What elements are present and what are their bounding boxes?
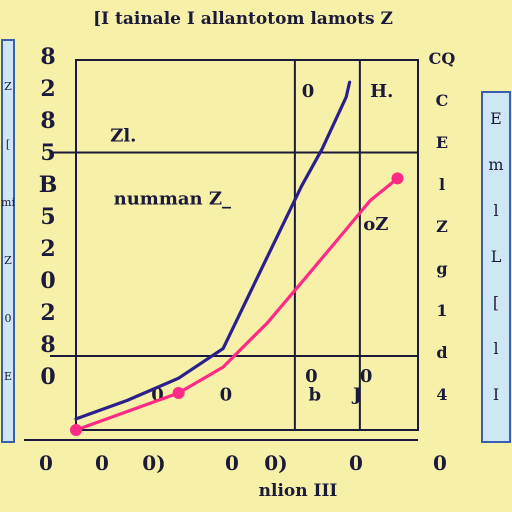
x-tick-label: 0 [39,451,53,475]
plot-frame [75,59,419,431]
annotation-label: H. [370,81,393,102]
left-panel-word: E [4,370,12,383]
y-tick-label: 2 [40,300,55,326]
x-tick-label: 0) [142,451,165,475]
annotation-label: 0 [302,81,315,102]
y-tick-label: 2 [40,76,55,102]
right-panel-word: l [493,201,498,220]
y-tick-label: 0 [40,268,55,294]
annotation-label: 0 [305,366,318,387]
y-tick-label: 2 [40,236,55,262]
right-panel-word: L [491,247,502,266]
right-panel-word: m [488,155,503,174]
annotation-label: numman Z_ [114,188,231,209]
left-panel-word: mi [1,196,15,209]
annotation-label: Zl. [110,125,136,146]
right-panel-word: E [490,109,502,128]
y-tick-label: 8 [40,44,55,70]
left-panel [1,39,15,443]
chart-title: [I tainale I allantotom lamots Z [93,9,393,29]
right-axis-label: 1 [436,301,447,320]
right-axis-label: E [436,133,448,152]
x-tick-label: 0) [264,451,287,475]
series-2-point [172,387,185,399]
left-panel-word: 0 [5,312,12,325]
x-tick-label: 0 [95,451,109,475]
annotation-label: J [351,384,362,405]
series-2-point [70,424,82,436]
series-2-point [391,172,404,185]
x-tick-label: 0 [225,451,239,475]
x-tick-label: 0 [433,451,447,475]
y-tick-label: 5 [40,140,55,166]
y-tick-label: 8 [40,332,55,358]
series-line-1 [74,80,352,421]
right-axis-label: g [436,259,447,278]
left-panel-word: [ [6,138,10,151]
right-axis-label: l [439,175,445,194]
right-panel-text: Em l L [ l I [488,109,503,404]
x-tick-label: 0 [349,451,363,475]
annotation-label: 0 [360,366,373,387]
right-axis-label: CQ [429,49,456,68]
y-tick-label: B [39,172,58,198]
right-panel-word: I [493,385,499,404]
y-tick-label: 0 [40,364,55,390]
right-axis-label: d [436,343,447,362]
right-panel [481,91,511,443]
series-line-2 [74,176,400,432]
y-tick-label: 8 [40,108,55,134]
right-panel-word: [ [493,293,499,312]
y-tick-label: 5 [40,204,55,230]
plot-area: 8 2 8 5 B 5 2 0 2 8 0 0 0 0) 0 0) 0 0 CQ C El Zg 1 d 4 0 H. Zl. numm… [24,44,455,475]
right-axis-label: 4 [436,385,447,404]
annotation-label: b [309,384,322,405]
x-axis-label: nlion III [259,481,338,501]
right-axis-label: Z [436,217,448,236]
right-panel-word: l [493,339,498,358]
annotation-label: oZ [363,214,388,235]
left-panel-word: Z [4,80,12,93]
right-axis-label: C [436,91,449,110]
annotation-label: 0 [220,384,233,405]
left-panel-word: Z [4,254,12,267]
left-panel-text: Z [ mi Z 0 E [1,80,15,383]
